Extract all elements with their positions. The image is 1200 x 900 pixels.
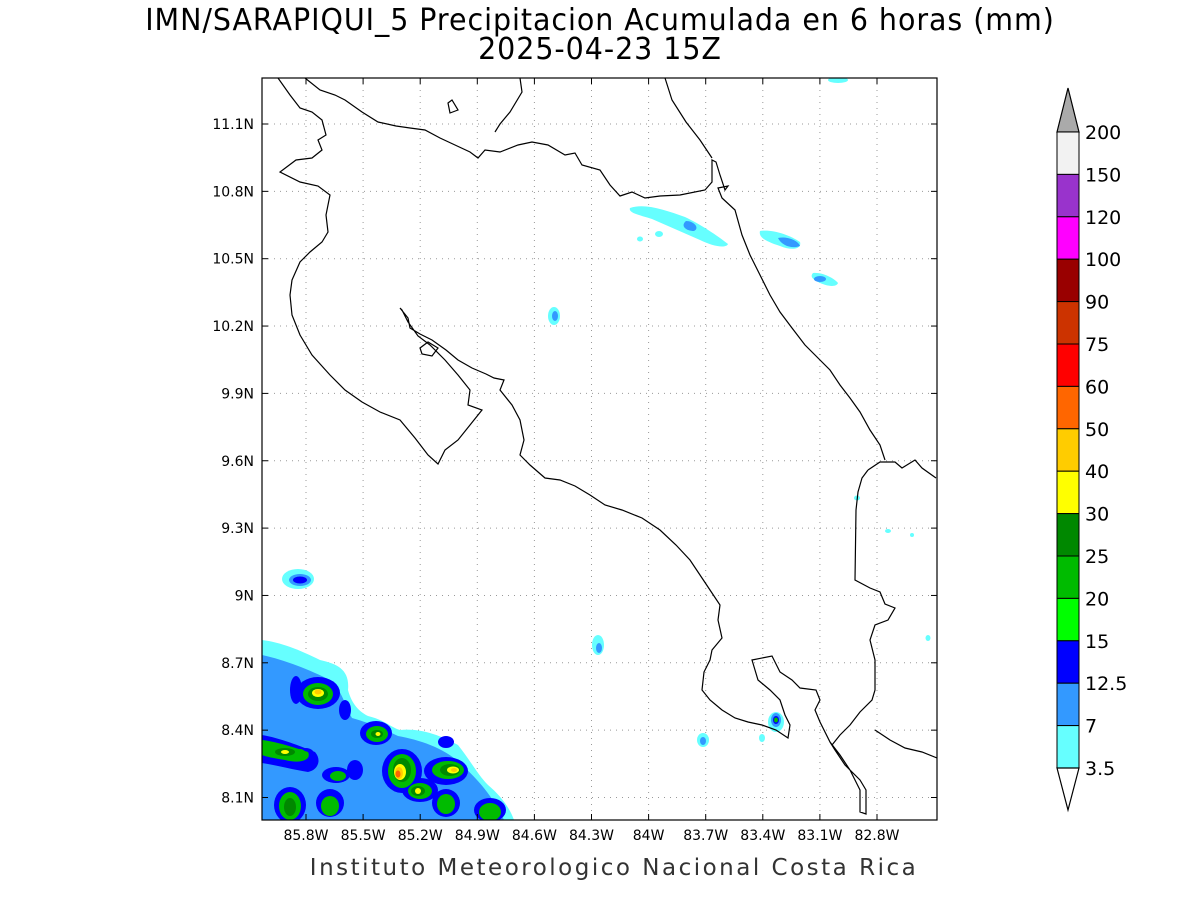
colorbar-swatch bbox=[1056, 428, 1080, 472]
colorbar-level-label: 90 bbox=[1085, 292, 1109, 314]
lon-tick-label: 84.3W bbox=[569, 828, 614, 844]
colorbar-level-label: 3.5 bbox=[1085, 758, 1115, 780]
lat-tick-label: 10.8N bbox=[212, 184, 254, 200]
latitude-axis: 11.1N 10.8N 10.5N 10.2N 9.9N 9.6N 9.3N 9N 8.7N 8.… bbox=[212, 117, 937, 807]
colorbar-swatch bbox=[1056, 597, 1080, 642]
lon-tick-label: 83.7W bbox=[683, 828, 728, 844]
map-frame bbox=[261, 77, 938, 821]
colorbar: 200 150 120 100 90 75 60 50 40 30 25 20 15 12.5 7 3.5 bbox=[1056, 87, 1127, 813]
lon-tick-label: 83.4W bbox=[740, 828, 785, 844]
longitude-axis: 85.8W 85.5W 85.2W 84.9W 84.6W 84.3W 84W 83.7W 83… bbox=[283, 78, 900, 844]
colorbar-swatch bbox=[1056, 173, 1080, 218]
lon-tick-label: 82.8W bbox=[854, 828, 899, 844]
lon-tick-label: 84W bbox=[633, 828, 665, 844]
colorbar-swatch bbox=[1056, 470, 1080, 515]
lat-tick-label: 9N bbox=[235, 588, 254, 604]
colorbar-swatch bbox=[1056, 131, 1080, 175]
lat-tick-label: 8.4N bbox=[221, 723, 254, 739]
credit-footer: Instituto Meteorologico Nacional Costa R… bbox=[309, 855, 919, 881]
lon-tick-label: 85.2W bbox=[398, 828, 443, 844]
coastlines bbox=[277, 78, 937, 815]
lat-tick-label: 11.1N bbox=[212, 117, 254, 133]
colorbar-bottom-arrow bbox=[1056, 767, 1080, 813]
colorbar-swatch bbox=[1056, 640, 1080, 684]
map-title: IMN/SARAPIQUI_5 Precipitacion Acumulada … bbox=[145, 3, 1055, 38]
colorbar-level-label: 200 bbox=[1085, 122, 1121, 144]
lon-tick-label: 84.9W bbox=[455, 828, 500, 844]
colorbar-swatch bbox=[1056, 725, 1080, 769]
lat-tick-label: 9.9N bbox=[221, 386, 254, 402]
map-subtitle: 2025-04-23 15Z bbox=[478, 32, 722, 67]
lat-tick-label: 8.7N bbox=[221, 656, 254, 672]
colorbar-swatch bbox=[1056, 216, 1080, 260]
colorbar-swatch bbox=[1056, 258, 1080, 303]
colorbar-level-label: 60 bbox=[1085, 376, 1109, 398]
colorbar-level-label: 50 bbox=[1085, 419, 1109, 441]
colorbar-top-arrow bbox=[1056, 87, 1080, 133]
colorbar-level-label: 30 bbox=[1085, 504, 1109, 526]
colorbar-level-label: 75 bbox=[1085, 334, 1109, 356]
colorbar-level-label: 150 bbox=[1085, 164, 1121, 186]
colorbar-level-label: 100 bbox=[1085, 249, 1121, 271]
map-gridlines bbox=[262, 78, 937, 820]
precipitation-contours bbox=[262, 78, 931, 820]
colorbar-level-label: 25 bbox=[1085, 546, 1109, 568]
colorbar-swatch bbox=[1056, 301, 1080, 345]
colorbar-level-label: 120 bbox=[1085, 207, 1121, 229]
lon-tick-label: 83.1W bbox=[797, 828, 842, 844]
lon-tick-label: 85.8W bbox=[283, 828, 328, 844]
colorbar-swatch bbox=[1056, 385, 1080, 430]
lat-tick-label: 10.2N bbox=[212, 319, 254, 335]
lat-tick-label: 10.5N bbox=[212, 252, 254, 268]
lon-tick-label: 84.6W bbox=[512, 828, 557, 844]
lat-tick-label: 8.1N bbox=[221, 791, 254, 807]
lat-tick-label: 9.6N bbox=[221, 454, 254, 470]
colorbar-swatch bbox=[1056, 555, 1080, 599]
colorbar-level-label: 12.5 bbox=[1085, 673, 1127, 695]
colorbar-level-label: 15 bbox=[1085, 631, 1109, 653]
colorbar-swatch bbox=[1056, 513, 1080, 557]
colorbar-level-label: 7 bbox=[1085, 716, 1097, 738]
colorbar-swatch bbox=[1056, 682, 1080, 727]
colorbar-swatch bbox=[1056, 343, 1080, 387]
colorbar-level-label: 40 bbox=[1085, 461, 1109, 483]
lat-tick-label: 9.3N bbox=[221, 521, 254, 537]
lon-tick-label: 85.5W bbox=[341, 828, 386, 844]
colorbar-level-label: 20 bbox=[1085, 588, 1109, 610]
